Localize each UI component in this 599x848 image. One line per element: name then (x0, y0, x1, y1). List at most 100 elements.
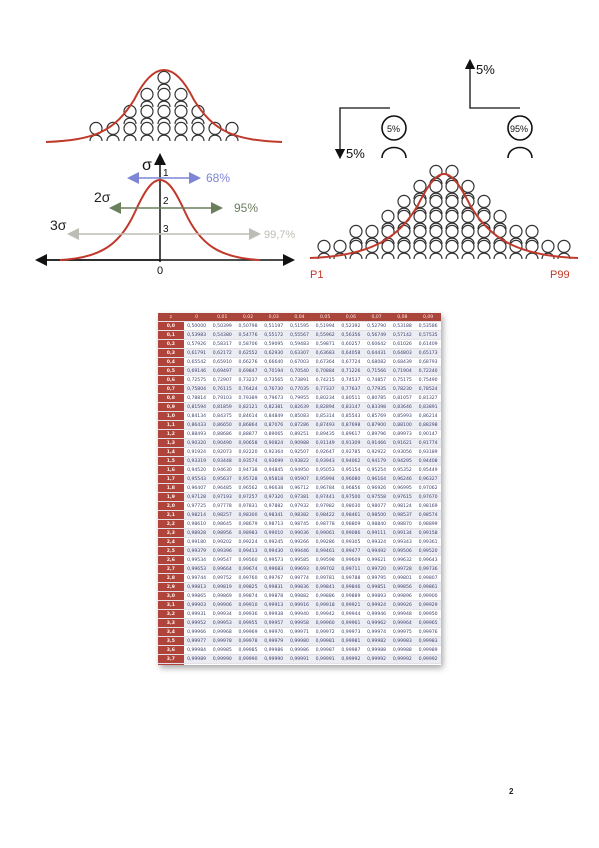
z-value-cell: 0,8 (158, 393, 184, 403)
z-value-cell: 1,1 (158, 420, 184, 430)
bubble-right-label: 95% (510, 124, 528, 134)
probability-cell: 0,72575 (183, 375, 210, 385)
p99-label: P99 (550, 269, 570, 281)
person-icon (429, 179, 443, 200)
column-header: 0,06 (338, 313, 364, 322)
probability-cell: 0,99760 (235, 573, 261, 583)
probability-cell: 0,98840 (363, 519, 390, 529)
probability-cell: 0,80234 (312, 393, 339, 403)
probability-cell: 0,98778 (312, 519, 339, 529)
table-row: 0,8 0,78814 0,79103 0,79389 0,79673 0,79955 0,… (158, 393, 441, 403)
column-header: 0,08 (389, 313, 416, 322)
person-icon (140, 87, 154, 108)
probability-cell: 0,92073 (209, 447, 236, 457)
table-body: 0,0 0,50000 0,50399 0,50798 0,51197 0,51595 0,… (158, 321, 441, 665)
probability-cell: 0,99903 (183, 600, 210, 610)
probability-cell: 0,99781 (312, 573, 339, 583)
probability-cell: 0,51994 (312, 321, 339, 331)
person-icon (445, 209, 459, 230)
probability-cell: 0,99245 (260, 537, 287, 547)
person-icon (461, 224, 475, 245)
z-value-cell: 0,7 (158, 384, 184, 394)
probability-cell: 0,99674 (235, 564, 261, 574)
people-bell-figure (45, 68, 283, 143)
probability-cell: 0,99979 (260, 636, 287, 646)
person-icon (157, 104, 171, 125)
probability-cell: 0,89796 (363, 429, 390, 439)
probability-cell: 0,97441 (312, 492, 339, 502)
probability-cell: 0,99869 (209, 591, 236, 601)
table-row: 2,7 0,99653 0,99664 0,99674 0,99683 0,99693 0,… (158, 564, 441, 574)
probability-cell: 0,80785 (363, 393, 390, 403)
probability-cell: 0,99560 (235, 555, 261, 565)
person-icon (525, 224, 539, 245)
table-row: 3,7 0,99989 0,99990 0,99990 0,99990 0,99991 0,… (158, 654, 441, 664)
probability-cell: 0,96164 (363, 474, 390, 484)
person-icon (493, 209, 507, 230)
probability-cell: 0,99934 (209, 609, 236, 619)
probability-cell: 0,79103 (209, 393, 236, 403)
sigma-bell-figure: σ 1 2 3 2σ 3σ 68% 95% 99,7% 0 (35, 153, 295, 277)
zero-label: 0 (157, 265, 163, 277)
probability-cell: 0,99534 (183, 555, 210, 565)
probability-cell: 0,99492 (363, 546, 390, 556)
probability-cell: 0,78814 (183, 393, 210, 403)
three-sigma-label: 3σ (50, 217, 67, 233)
probability-cell: 0,55962 (312, 330, 339, 340)
probability-cell: 0,98341 (260, 510, 287, 520)
probability-cell: 0,59871 (312, 339, 339, 349)
probability-cell: 0,99981 (338, 636, 364, 646)
probability-cell: 0,98500 (363, 510, 390, 520)
probability-cell: 0,99446 (286, 546, 313, 556)
probability-cell: 0,80511 (338, 393, 364, 403)
probability-cell: 0,99886 (312, 591, 339, 601)
z-value-cell: 3,6 (158, 645, 184, 655)
probability-cell: 0,56749 (363, 330, 390, 340)
probability-cell: 0,62552 (235, 348, 261, 358)
probability-cell: 0,98169 (415, 501, 441, 511)
table-row: 3,2 0,99931 0,99934 0,99936 0,99938 0,99940 0,… (158, 609, 441, 619)
probability-cell: 0,92922 (363, 447, 390, 457)
probability-cell: 0,99988 (389, 645, 416, 655)
up-arrow (464, 58, 520, 109)
probability-cell: 0,99924 (363, 600, 390, 610)
probability-cell: 0,58706 (235, 339, 261, 349)
bell-curve (59, 178, 261, 261)
probability-cell: 0,90658 (235, 438, 261, 448)
probability-cell: 0,99990 (260, 654, 287, 664)
probability-cell: 0,87698 (338, 420, 364, 430)
z-value-cell: 1,9 (158, 492, 184, 502)
probability-cell: 0,99948 (389, 609, 416, 619)
table-row: 2,9 0,99813 0,99819 0,99825 0,99831 0,99836 0,… (158, 582, 441, 592)
probability-cell: 0,51595 (286, 321, 313, 331)
probability-cell: 0,96246 (389, 474, 416, 484)
probability-cell: 0,79955 (286, 393, 313, 403)
probability-cell: 0,92364 (260, 447, 287, 457)
probability-cell: 0,95728 (235, 474, 261, 484)
probability-cell: 0,64058 (338, 348, 364, 358)
probability-cell: 0,99841 (312, 582, 339, 592)
probability-cell: 0,98124 (389, 501, 416, 511)
probability-cell: 0,93822 (286, 456, 313, 466)
probability-cell: 0,99865 (183, 591, 210, 601)
probability-cell: 0,99711 (338, 564, 364, 574)
probability-cell: 0,99986 (260, 645, 287, 655)
probability-cell: 0,59483 (286, 339, 313, 349)
probability-cell: 0,94179 (363, 456, 390, 466)
probability-cell: 0,95818 (260, 474, 287, 484)
probability-cell: 0,84849 (260, 411, 287, 421)
person-icon (445, 194, 459, 215)
probability-cell: 0,81327 (415, 393, 441, 403)
people-icons (89, 70, 239, 142)
z-value-cell: 1,0 (158, 411, 184, 421)
probability-cell: 0,89251 (286, 429, 313, 439)
probability-cell: 0,82639 (286, 402, 313, 412)
probability-cell: 0,98870 (389, 519, 416, 529)
z-value-cell: 1,6 (158, 465, 184, 475)
probability-cell: 0,93574 (235, 456, 261, 466)
table-row: 1,1 0,86433 0,86650 0,86864 0,87076 0,87286 0,… (158, 420, 441, 430)
probability-cell: 0,99520 (415, 546, 441, 556)
person-icon (445, 224, 459, 245)
z-value-cell: 2,0 (158, 501, 184, 511)
person-icon (123, 121, 137, 142)
